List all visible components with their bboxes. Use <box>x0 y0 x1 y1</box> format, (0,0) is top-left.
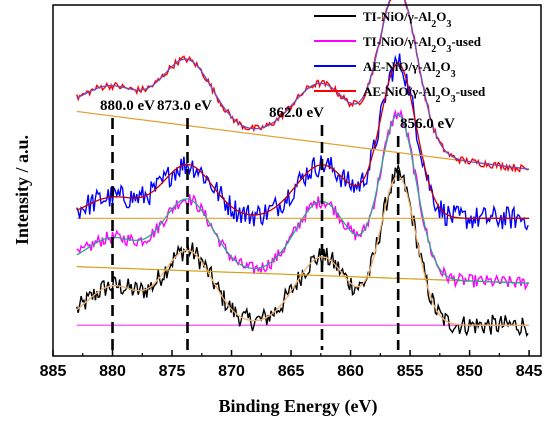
x-tick-label: 850 <box>456 363 483 380</box>
legend-label: AE-NiO/γ-Al2O3-used <box>363 84 486 105</box>
series-line-3 <box>76 53 529 231</box>
background-line <box>76 110 530 170</box>
legend-label: TI-NiO/γ-Al2O3-used <box>363 34 482 55</box>
x-tick-label: 865 <box>278 363 305 380</box>
x-tick-label: 880 <box>99 363 126 380</box>
legend-label: TI-NiO/γ-Al2O3 <box>363 9 451 30</box>
fit-line <box>76 0 530 170</box>
x-tick-label: 885 <box>40 363 67 380</box>
x-tick-label: 845 <box>516 363 543 380</box>
y-axis-title: Intensity / a.u. <box>12 135 32 245</box>
x-tick-label: 870 <box>218 363 245 380</box>
peak-label: 856.0 eV <box>400 116 455 132</box>
peak-annotations: 880.0 eV 873.0 eV 862.0 eV 856.0 eV <box>100 98 455 132</box>
x-tick-label: 855 <box>397 363 424 380</box>
plot-area <box>76 0 530 338</box>
axes: 885 880 875 870 865 860 855 850 845 <box>40 4 543 380</box>
x-tick-label: 875 <box>159 363 186 380</box>
series-line-1 <box>76 162 529 338</box>
legend-label: AE-NiO/γ-Al2O3 <box>363 59 456 80</box>
legend: TI-NiO/γ-Al2O3 TI-NiO/γ-Al2O3-used AE-NiO/… <box>314 9 486 105</box>
reference-lines <box>111 118 400 350</box>
peak-label: 862.0 eV <box>269 105 324 121</box>
plot-frame <box>52 4 542 357</box>
background-line <box>76 266 530 284</box>
fit-line <box>76 62 530 219</box>
series-line-2 <box>76 108 529 291</box>
fit-line <box>76 174 530 326</box>
peak-label: 873.0 eV <box>157 98 212 114</box>
x-tick-label: 860 <box>337 363 364 380</box>
peak-label: 880.0 eV <box>100 98 155 114</box>
x-axis-title: Binding Energy (eV) <box>218 396 377 417</box>
